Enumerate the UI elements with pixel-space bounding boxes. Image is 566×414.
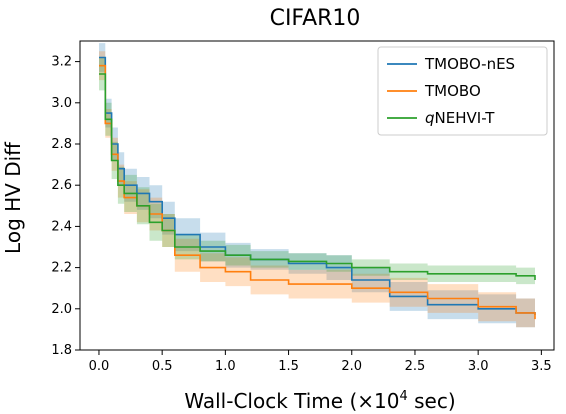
plot-frame: [79, 40, 555, 351]
x-tick-label: 1.5: [278, 359, 299, 374]
legend: TMOBO-nES TMOBO qNEHVI-T: [377, 46, 548, 136]
x-tick-label: 3.0: [468, 359, 489, 374]
y-axis-ticks: 1.8 2.0 2.2 2.4 2.6 2.8 3.0 3.2: [51, 55, 80, 358]
y-tick-label: 2.4: [51, 219, 72, 234]
x-axis-label: Wall-Clock Time (×104 sec): [184, 389, 455, 413]
x-tick-label: 3.5: [531, 359, 552, 374]
x-tick-label: 0.5: [152, 359, 173, 374]
chart-title: CIFAR10: [270, 6, 361, 31]
y-tick-label: 2.6: [51, 178, 72, 193]
x-axis-label-main: Wall-Clock Time (×10: [184, 389, 399, 413]
y-tick-label: 2.0: [51, 302, 72, 317]
legend-label-nehvi-t: qNEHVI-T: [425, 109, 495, 127]
tmobo-nes-line: [99, 56, 536, 315]
legend-label-tmobo: TMOBO: [424, 82, 481, 100]
legend-label-name: TMOBO-nES: [424, 55, 515, 73]
tmobo-line: [99, 64, 536, 320]
x-axis-label-exponent: 4: [399, 389, 407, 404]
legend-label-tmobo-nes: TMOBO-nES: [424, 55, 515, 73]
legend-label-name: TMOBO: [424, 82, 481, 100]
nehvi-t-line: [99, 73, 536, 280]
series-lines: [99, 56, 536, 320]
x-tick-label: 2.5: [405, 359, 426, 374]
x-tick-label: 0.0: [89, 359, 110, 374]
x-tick-label: 2.0: [341, 359, 362, 374]
y-axis-label: Log HV Diff: [1, 141, 25, 254]
tmobo-nes-band: [99, 43, 535, 330]
legend-label-name: NEHVI-T: [435, 109, 496, 127]
legend-frame: [377, 46, 548, 136]
x-tick-label: 1.0: [215, 359, 236, 374]
y-tick-label: 3.2: [51, 55, 72, 70]
legend-label-prefix: q: [425, 109, 435, 127]
tmobo-band: [99, 51, 535, 334]
y-tick-label: 2.2: [51, 261, 72, 276]
x-axis-label-unit: sec): [408, 389, 456, 413]
x-axis-ticks: 0.0 0.5 1.0 1.5 2.0 2.5 3.0 3.5: [89, 350, 552, 374]
y-tick-label: 3.0: [51, 96, 72, 111]
y-tick-label: 1.8: [51, 343, 72, 358]
y-tick-label: 2.8: [51, 137, 72, 152]
confidence-bands: [99, 43, 535, 334]
